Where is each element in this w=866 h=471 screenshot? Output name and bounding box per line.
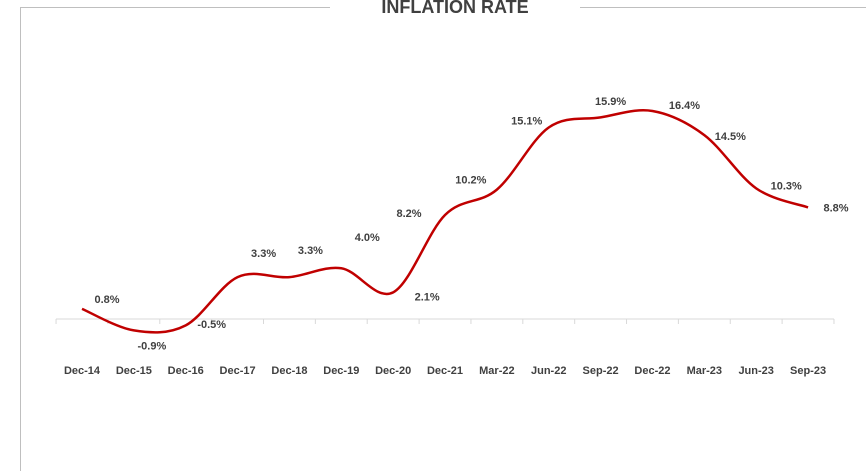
data-label: 0.8%: [94, 294, 119, 306]
data-label: 8.8%: [824, 202, 849, 214]
chart-title: INFLATION RATE: [381, 0, 528, 17]
x-tick-label: Dec-15: [116, 365, 152, 377]
chart-frame: [20, 7, 866, 471]
title-backdrop: [330, 0, 580, 20]
data-label: 8.2%: [396, 208, 421, 220]
x-tick-label: Sep-23: [790, 365, 826, 377]
x-tick-label: Mar-22: [479, 365, 514, 377]
data-label: 3.3%: [251, 248, 276, 260]
data-label: 10.3%: [771, 180, 802, 192]
x-tick-label: Dec-22: [634, 365, 670, 377]
data-label: 15.1%: [511, 115, 542, 127]
series-line: [81, 109, 809, 334]
data-label: 16.4%: [669, 100, 700, 112]
data-label: 2.1%: [415, 291, 440, 303]
data-label: 10.2%: [455, 175, 486, 187]
x-tick-label: Dec-21: [427, 365, 463, 377]
x-tick-label: Jun-22: [531, 365, 566, 377]
data-label: 4.0%: [355, 232, 380, 244]
x-tick-label: Dec-19: [323, 365, 359, 377]
data-label: 14.5%: [715, 131, 746, 143]
x-tick-label: Dec-18: [271, 365, 307, 377]
x-tick-label: Dec-14: [64, 365, 101, 377]
x-tick-label: Mar-23: [687, 365, 722, 377]
data-label: -0.5%: [197, 319, 226, 331]
data-label: 15.9%: [595, 96, 626, 108]
x-tick-label: Sep-22: [583, 365, 619, 377]
x-tick-label: Dec-17: [220, 365, 256, 377]
data-label: -0.9%: [137, 340, 166, 352]
x-tick-label: Dec-20: [375, 365, 411, 377]
x-tick-label: Dec-16: [168, 365, 204, 377]
data-label: 3.3%: [298, 245, 323, 257]
x-tick-label: Jun-23: [738, 365, 773, 377]
